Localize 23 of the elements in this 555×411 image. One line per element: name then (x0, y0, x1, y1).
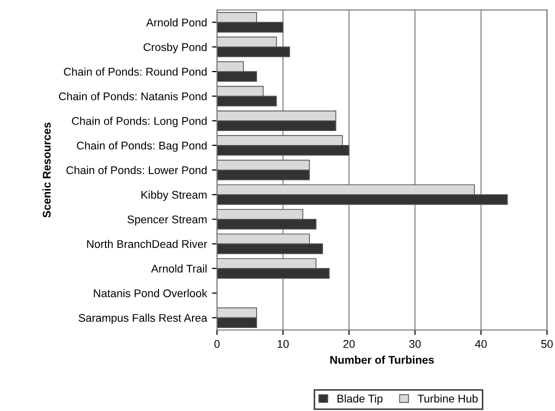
x-tick-label: 0 (214, 340, 220, 348)
y-tick-label: Spencer Stream (128, 216, 207, 226)
legend-label: Blade Tip (338, 394, 383, 405)
y-tick-label: Arnold Pond (146, 18, 207, 26)
x-tick-label: 40 (475, 340, 487, 348)
y-tick-label: Chain of Ponds: Bag Pond (76, 141, 207, 152)
x-tick-label: 50 (541, 340, 553, 348)
y-tick-label: Chain of Ponds: Natanis Pond (58, 92, 207, 100)
y-tick-label: Chain of Ponds: Lower Pond (66, 166, 207, 174)
y-tick-label: Crosby Pond (144, 42, 207, 54)
legend-label: Turbine Hub (418, 394, 478, 403)
y-tick-label: Chain of Ponds: Long Pond (72, 116, 207, 128)
y-tick-label: North BranchDead River (87, 240, 208, 248)
x-tick-label: 20 (343, 340, 355, 348)
x-axis-title: Number of Turbines (330, 356, 434, 364)
y-axis-title: Scenic Resources (42, 122, 51, 218)
y-tick-label: Kibby Stream (142, 190, 207, 201)
y-tick-label: Sarampus Falls Rest Area (78, 314, 208, 324)
y-tick-label: Arnold Trail (151, 264, 207, 273)
x-tick-label: 30 (409, 340, 421, 348)
y-tick-label: Natanis Pond Overlook (94, 289, 208, 298)
y-tick-label: Chain of Ponds: Round Pond (64, 68, 207, 76)
x-tick-label: 10 (278, 340, 289, 348)
